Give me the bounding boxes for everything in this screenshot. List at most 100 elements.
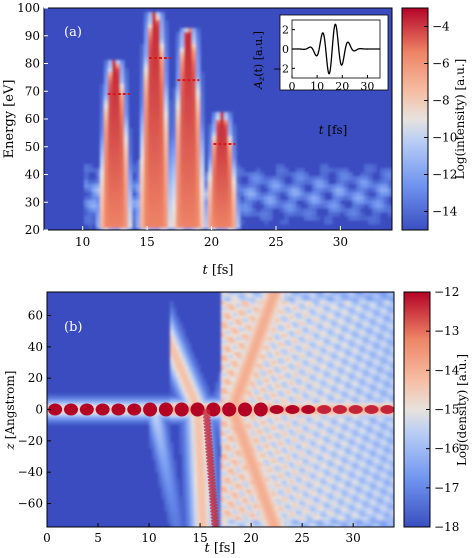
heatmap-cell xyxy=(184,80,189,85)
heatmap-cell xyxy=(227,292,231,296)
heatmap-cell xyxy=(188,508,192,512)
heatmap-cell xyxy=(148,80,153,85)
heatmap-cell xyxy=(196,180,201,185)
heatmap-cell xyxy=(257,373,261,377)
heatmap-cell xyxy=(272,433,276,437)
heatmap-cell xyxy=(230,307,234,311)
heatmap-cell xyxy=(200,120,205,125)
heatmap-cell xyxy=(269,355,273,359)
heatmap-cell xyxy=(182,367,186,371)
heatmap-cell xyxy=(191,478,195,482)
heatmap-cell xyxy=(120,204,125,209)
heatmap-cell xyxy=(215,415,219,419)
heatmap-cell xyxy=(140,60,145,65)
heatmap-cell xyxy=(266,523,270,527)
heatmap-cell xyxy=(119,394,123,398)
heatmap-cell xyxy=(248,307,252,311)
heatmap-cell xyxy=(167,394,171,398)
heatmap-cell xyxy=(184,120,189,125)
heatmap-cell xyxy=(88,220,93,225)
heatmap-cell xyxy=(300,168,305,173)
heatmap-cell xyxy=(300,184,305,189)
heatmap-cell xyxy=(191,421,195,425)
heatmap-cell xyxy=(140,204,145,209)
heatmap-cell xyxy=(160,192,165,197)
heatmap-cell xyxy=(380,184,385,189)
heatmap-cell xyxy=(68,421,72,425)
heatmap-cell xyxy=(100,168,105,173)
heatmap-cell xyxy=(164,454,168,458)
heatmap-cell xyxy=(173,340,177,344)
heatmap-cell xyxy=(275,304,279,308)
heatmap-cell xyxy=(227,376,231,380)
heatmap-cell xyxy=(212,436,216,440)
heatmap-cell xyxy=(140,72,145,77)
heatmap-cell xyxy=(137,397,141,401)
heatmap-cell xyxy=(256,212,261,217)
heatmap-cell xyxy=(197,385,201,389)
heatmap-cell xyxy=(148,208,153,213)
heatmap-cell xyxy=(215,478,219,482)
heatmap-cell xyxy=(245,478,249,482)
heatmap-cell xyxy=(176,493,180,497)
heatmap-cell xyxy=(242,427,246,431)
heatmap-cell xyxy=(257,292,261,296)
heatmap-cell xyxy=(104,208,109,213)
heatmap-cell xyxy=(236,172,241,177)
heatmap-cell xyxy=(197,523,201,527)
heatmap-cell xyxy=(272,445,276,449)
heatmap-cell xyxy=(188,60,193,65)
heatmap-cell xyxy=(272,451,276,455)
heatmap-cell xyxy=(308,208,313,213)
heatmap-cell xyxy=(221,376,225,380)
heatmap-cell xyxy=(227,487,231,491)
heatmap-cell xyxy=(275,514,279,518)
heatmap-cell xyxy=(245,427,249,431)
heatmap-cell xyxy=(281,322,285,326)
heatmap-cell xyxy=(92,168,97,173)
heatmap-cell xyxy=(173,415,177,419)
heatmap-cell xyxy=(116,68,121,73)
heatmap-cell xyxy=(182,430,186,434)
heatmap-cell xyxy=(172,132,177,137)
heatmap-cell xyxy=(268,184,273,189)
heatmap-cell xyxy=(182,337,186,341)
heatmap-cell xyxy=(194,427,198,431)
heatmap-cell xyxy=(197,436,201,440)
heatmap-cell xyxy=(184,128,189,133)
heatmap-cell xyxy=(200,469,204,473)
heatmap-cell xyxy=(245,508,249,512)
heatmap-cell xyxy=(227,352,231,356)
heatmap-cell xyxy=(188,400,192,404)
heatmap-cell xyxy=(257,460,261,464)
heatmap-cell xyxy=(332,196,337,201)
heatmap-cell xyxy=(203,496,207,500)
heatmap-cell xyxy=(288,200,293,205)
heatmap-cell xyxy=(156,116,161,121)
heatmap-cell xyxy=(224,436,228,440)
heatmap-cell xyxy=(164,44,169,49)
heatmap-cell xyxy=(158,430,162,434)
heatmap-cell xyxy=(179,385,183,389)
heatmap-cell xyxy=(248,511,252,515)
heatmap-cell xyxy=(108,144,113,149)
heatmap-cell xyxy=(340,180,345,185)
heatmap-cell xyxy=(224,316,228,320)
heatmap-cell xyxy=(122,400,126,404)
heatmap-cell xyxy=(200,124,205,129)
heatmap-cell xyxy=(188,463,192,467)
heatmap-cell xyxy=(257,298,261,302)
heatmap-cell xyxy=(269,382,273,386)
heatmap-cell xyxy=(180,216,185,221)
heatmap-cell xyxy=(364,188,369,193)
heatmap-cell xyxy=(278,307,282,311)
heatmap-cell xyxy=(236,192,241,197)
heatmap-cell xyxy=(172,228,177,230)
heatmap-cell xyxy=(230,439,234,443)
heatmap-cell xyxy=(124,228,129,230)
heatmap-cell xyxy=(263,391,267,395)
heatmap-cell xyxy=(266,355,270,359)
heatmap-cell xyxy=(275,520,279,524)
heatmap-cell xyxy=(156,192,161,197)
heatmap-cell xyxy=(384,192,389,197)
